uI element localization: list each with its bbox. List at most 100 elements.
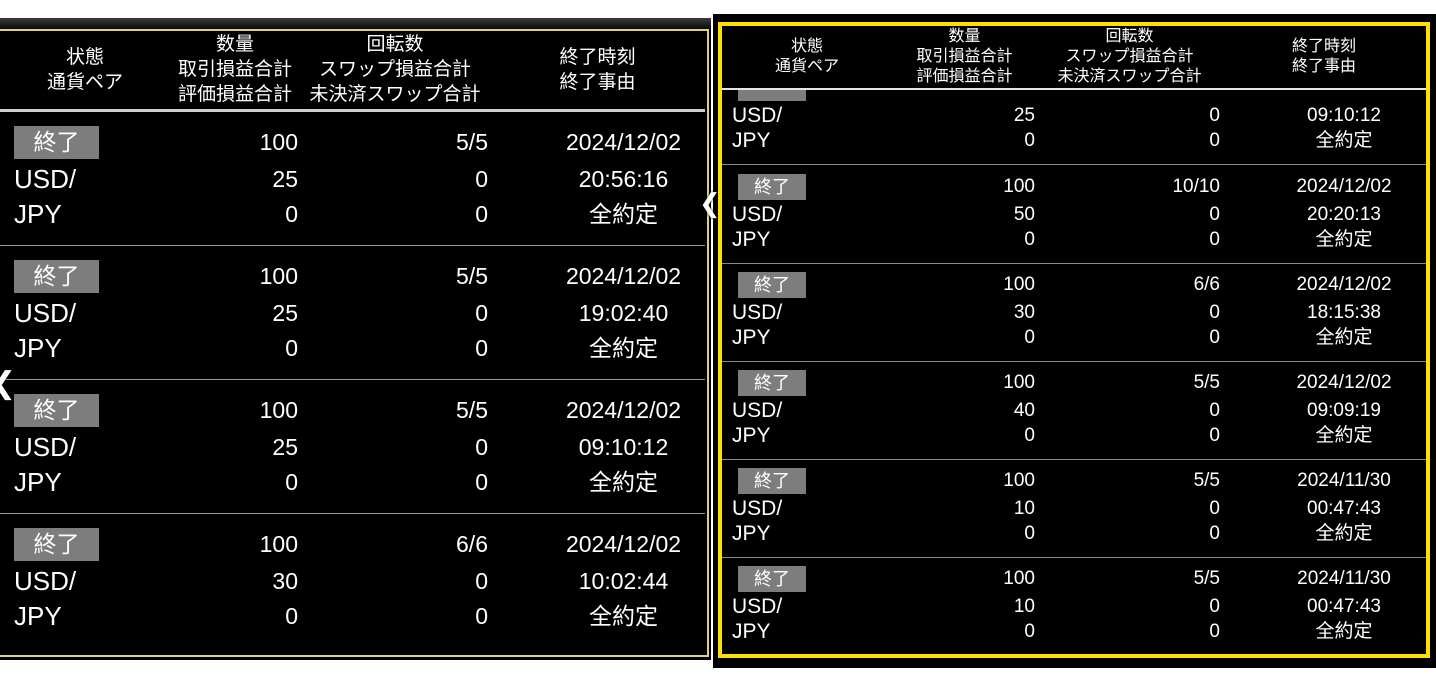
table-row[interactable]: 終了 USD/ JPY 100 50 0 10/10 0 0 2024/12/0… xyxy=(722,166,1426,264)
chevron-left-icon[interactable]: ❮ xyxy=(699,188,721,218)
turns-value: 10/10 xyxy=(1172,176,1220,197)
status-pair-cell: USD/ JPY xyxy=(722,90,892,153)
end-date: 2024/12/02 xyxy=(565,263,682,289)
quantity-cell: 100 40 0 xyxy=(892,368,1037,448)
turns-value: 5/5 xyxy=(1193,470,1220,491)
end-reason: 全約定 xyxy=(589,469,658,495)
turns-cell: 5/5 0 0 xyxy=(1037,368,1222,448)
status-pair-cell: 終了 USD/ JPY xyxy=(0,391,170,500)
end-time: 09:10:12 xyxy=(1307,105,1381,126)
swap-pl-value: 0 xyxy=(475,300,488,326)
header-line: 未決済スワップ合計 xyxy=(309,84,481,105)
header-line: 評価損益合計 xyxy=(177,84,292,105)
trade-pl-value: 25 xyxy=(1013,105,1035,126)
header-line: 状態 xyxy=(790,38,823,55)
turns-value: 5/5 xyxy=(1193,372,1220,393)
table-row[interactable]: 終了 USD/ JPY 100 30 0 6/6 0 0 2024/12/02 … xyxy=(0,514,705,647)
column-header-turns: 回転数 スワップ損益合計 未決済スワップ合計 xyxy=(300,31,490,108)
currency-pair-base: USD/ xyxy=(732,595,783,618)
quantity-value: 100 xyxy=(259,129,298,155)
table-row[interactable]: 終了 USD/ JPY 100 30 0 6/6 0 0 2024/12/02 … xyxy=(722,264,1426,362)
header-line: 終了事由 xyxy=(559,71,636,93)
header-line: 未決済スワップ合計 xyxy=(1057,68,1202,85)
currency-pair-base: USD/ xyxy=(732,497,783,520)
eval-pl-value: 0 xyxy=(285,603,298,629)
open-swap-value: 0 xyxy=(1209,130,1220,151)
quantity-value: 100 xyxy=(1003,568,1035,589)
currency-pair-base: USD/ xyxy=(14,566,77,596)
header-line: 回転数 xyxy=(1105,28,1154,45)
trade-pl-value: 25 xyxy=(272,434,298,460)
table-row[interactable]: 終了 USD/ JPY 100 25 0 5/5 0 0 2024/12/02 … xyxy=(0,246,705,380)
end-cell: 2024/11/30 00:47:43 全約定 xyxy=(1222,466,1426,546)
end-cell: 2024/12/02 19:02:40 全約定 xyxy=(490,257,705,366)
highlight-border: 状態 通貨ペア 数量 取引損益合計 評価損益合計 回転数 スワップ損益合計 未決… xyxy=(718,22,1430,658)
end-cell: 2024/12/02 10:02:44 全約定 xyxy=(490,525,705,634)
turns-cell: 5/5 0 0 xyxy=(300,123,490,232)
end-cell: 2024/11/30 00:47:43 全約定 xyxy=(1222,564,1426,644)
column-header-status-pair: 状態 通貨ペア xyxy=(0,31,170,108)
turns-cell: 10/10 0 0 xyxy=(1037,172,1222,252)
currency-pair-base: USD/ xyxy=(732,203,783,226)
turns-value: 5/5 xyxy=(456,397,488,423)
table-row[interactable]: 終了 USD/ JPY 100 25 0 5/5 0 0 2024/12/02 … xyxy=(0,380,705,514)
turns-value: 6/6 xyxy=(456,531,488,557)
swap-pl-value: 0 xyxy=(1209,400,1220,421)
currency-pair-quote: JPY xyxy=(732,228,771,251)
end-time: 18:15:38 xyxy=(1307,302,1381,323)
trade-pl-value: 25 xyxy=(272,166,298,192)
swap-pl-value: 0 xyxy=(1209,302,1220,323)
trade-pl-value: 30 xyxy=(272,568,298,594)
open-swap-value: 0 xyxy=(1209,229,1220,250)
end-time: 09:10:12 xyxy=(578,434,669,460)
column-header-quantity: 数量 取引損益合計 評価損益合計 xyxy=(892,26,1037,88)
left-pane-content: 状態 通貨ペア 数量 取引損益合計 評価損益合計 回転数 スワップ損益合計 未決… xyxy=(0,31,705,647)
currency-pair-quote: JPY xyxy=(14,467,62,497)
closed-trades-list-left[interactable]: 状態 通貨ペア 数量 取引損益合計 評価損益合計 回転数 スワップ損益合計 未決… xyxy=(0,18,711,660)
status-badge: 終了 xyxy=(738,370,806,396)
table-row[interactable]: 終了 USD/ JPY 100 40 0 5/5 0 0 2024/12/02 … xyxy=(722,362,1426,460)
table-row[interactable]: 終了 USD/ JPY 100 25 0 5/5 0 0 2024/12/02 … xyxy=(0,112,705,246)
quantity-cell: 100 25 0 xyxy=(170,123,300,232)
end-time: 19:02:40 xyxy=(578,300,669,326)
currency-pair-quote: JPY xyxy=(732,424,771,447)
turns-cell: 5/5 0 0 xyxy=(1037,564,1222,644)
open-swap-value: 0 xyxy=(475,201,488,227)
table-row[interactable]: 終了 USD/ JPY 100 10 0 5/5 0 0 2024/11/30 … xyxy=(722,460,1426,558)
open-swap-value: 0 xyxy=(1209,327,1220,348)
status-badge: 終了 xyxy=(14,260,99,293)
quantity-cell: 100 10 0 xyxy=(892,564,1037,644)
swap-pl-value: 0 xyxy=(1209,596,1220,617)
table-row[interactable]: 終了 USD/ JPY 100 10 0 5/5 0 0 2024/11/30 … xyxy=(722,558,1426,654)
header-line: 終了事由 xyxy=(1291,58,1356,75)
currency-pair-base: USD/ xyxy=(14,432,77,462)
end-reason: 全約定 xyxy=(1315,621,1373,642)
end-cell: 2024/12/02 09:10:12 全約定 xyxy=(490,391,705,500)
chevron-left-icon[interactable]: ❮ xyxy=(0,366,16,401)
table-header: 状態 通貨ペア 数量 取引損益合計 評価損益合計 回転数 スワップ損益合計 未決… xyxy=(0,31,705,108)
swap-pl-value: 0 xyxy=(1209,105,1220,126)
end-date: 2024/12/02 xyxy=(1296,274,1392,295)
status-pair-cell: 終了 USD/ JPY xyxy=(0,257,170,366)
panel-top-gradient xyxy=(0,18,711,31)
end-reason: 全約定 xyxy=(1315,229,1373,250)
swap-pl-value: 0 xyxy=(475,166,488,192)
end-cell: 09:10:12 全約定 xyxy=(1222,90,1426,153)
open-swap-value: 0 xyxy=(1209,621,1220,642)
trade-pl-value: 10 xyxy=(1013,498,1035,519)
closed-trades-list-right[interactable]: 状態 通貨ペア 数量 取引損益合計 評価損益合計 回転数 スワップ損益合計 未決… xyxy=(713,14,1436,668)
currency-pair-base: USD/ xyxy=(732,399,783,422)
currency-pair-quote: JPY xyxy=(14,333,62,363)
swap-pl-value: 0 xyxy=(475,568,488,594)
open-swap-value: 0 xyxy=(475,603,488,629)
end-time: 20:20:13 xyxy=(1307,204,1381,225)
end-time: 20:56:16 xyxy=(578,166,669,192)
open-swap-value: 0 xyxy=(1209,523,1220,544)
currency-pair-base: USD/ xyxy=(732,104,783,127)
row-list: 終了 USD/ JPY 100 50 0 10/10 0 0 2024/12/0… xyxy=(722,166,1426,654)
table-row[interactable]: USD/ JPY 25 0 0 0 09:10:12 全約定 xyxy=(722,90,1426,165)
quantity-value: 100 xyxy=(259,531,298,557)
header-line: 取引損益合計 xyxy=(177,59,292,80)
turns-value: 6/6 xyxy=(1193,274,1220,295)
header-line: 回転数 xyxy=(366,34,424,55)
